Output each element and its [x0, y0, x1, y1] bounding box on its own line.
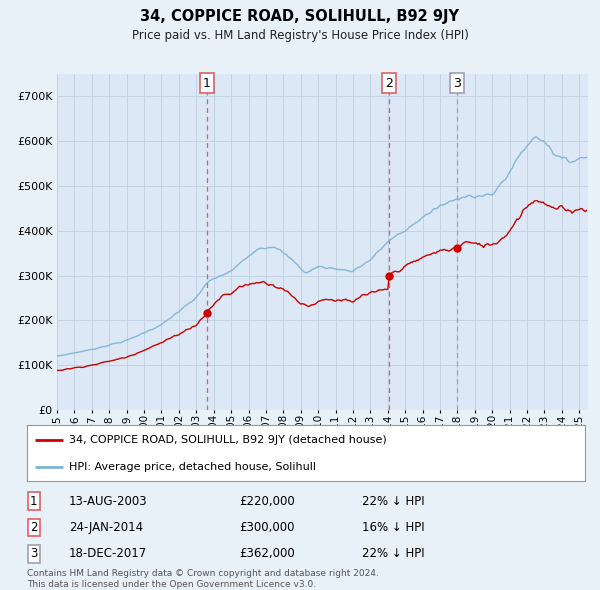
Text: £300,000: £300,000: [239, 521, 295, 534]
Text: 1: 1: [203, 77, 211, 90]
Text: 22% ↓ HPI: 22% ↓ HPI: [362, 547, 424, 560]
Text: Price paid vs. HM Land Registry's House Price Index (HPI): Price paid vs. HM Land Registry's House …: [131, 30, 469, 42]
Text: £220,000: £220,000: [239, 494, 295, 507]
Text: 22% ↓ HPI: 22% ↓ HPI: [362, 494, 424, 507]
Text: 16% ↓ HPI: 16% ↓ HPI: [362, 521, 424, 534]
Text: 3: 3: [453, 77, 461, 90]
Text: 2: 2: [385, 77, 393, 90]
Text: 3: 3: [30, 547, 37, 560]
Text: 1: 1: [30, 494, 37, 507]
Text: £362,000: £362,000: [239, 547, 295, 560]
Text: Contains HM Land Registry data © Crown copyright and database right 2024.
This d: Contains HM Land Registry data © Crown c…: [27, 569, 379, 589]
Text: HPI: Average price, detached house, Solihull: HPI: Average price, detached house, Soli…: [69, 462, 316, 472]
Text: 34, COPPICE ROAD, SOLIHULL, B92 9JY (detached house): 34, COPPICE ROAD, SOLIHULL, B92 9JY (det…: [69, 435, 386, 445]
Text: 13-AUG-2003: 13-AUG-2003: [69, 494, 148, 507]
Text: 18-DEC-2017: 18-DEC-2017: [69, 547, 147, 560]
Text: 34, COPPICE ROAD, SOLIHULL, B92 9JY: 34, COPPICE ROAD, SOLIHULL, B92 9JY: [140, 9, 460, 24]
Text: 2: 2: [30, 521, 37, 534]
Text: 24-JAN-2014: 24-JAN-2014: [69, 521, 143, 534]
